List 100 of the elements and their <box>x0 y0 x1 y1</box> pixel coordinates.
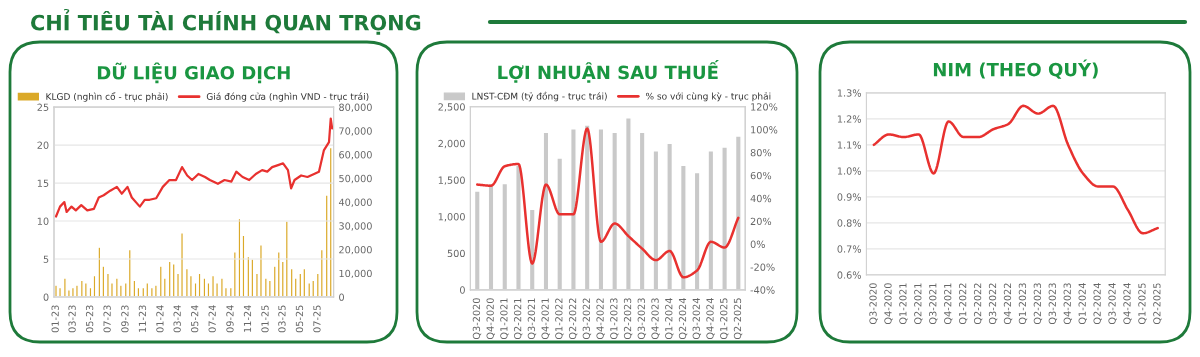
y2-tick-label: 80,000 <box>339 103 372 112</box>
y2-tick-label: 40,000 <box>338 198 372 207</box>
y-tick-label: 1.3% <box>837 89 861 97</box>
x-tick-label: Q4-2020 <box>884 283 893 325</box>
x-tick-label: Q2-2022 <box>973 283 983 325</box>
bar <box>250 258 255 298</box>
legend-label: % so với cùng kỳ - trục phải <box>645 92 771 102</box>
line-series <box>54 117 334 218</box>
y2-tick-label: 30,000 <box>339 222 372 231</box>
bar <box>79 279 84 298</box>
x-tick-label: Q4-2022 <box>1003 283 1013 325</box>
x-tick-label: Q2-2023 <box>1033 283 1043 325</box>
bar <box>202 277 207 298</box>
x-tick-label: Q4-2023 <box>651 298 660 340</box>
x-tick-label: 11-24 <box>243 305 252 332</box>
bar <box>197 272 202 298</box>
bar <box>180 232 185 298</box>
y-tick-label: 1.1% <box>837 141 861 149</box>
x-tick-label: Q1-2021 <box>500 298 509 340</box>
bar <box>114 277 119 298</box>
y-tick-label: 10 <box>37 217 49 225</box>
x-tick-label: 11-23 <box>138 305 147 332</box>
y-tick-label: 15 <box>37 179 49 187</box>
chart-title: LỢI NHUẬN SAU THUẾ <box>498 59 719 83</box>
x-tick-label: 07-23 <box>103 305 111 333</box>
x-tick-label: 05-25 <box>295 305 304 333</box>
x-tick-label: Q3-2024 <box>1108 283 1117 325</box>
bar <box>219 277 224 298</box>
y-tick-label: 0.7% <box>837 245 861 253</box>
x-tick-label: Q1-2023 <box>610 298 619 340</box>
bar <box>171 263 176 298</box>
y-tick-label: 0.8% <box>837 219 861 227</box>
legend-label: Giá đóng cửa (nghìn VND - trục trái) <box>206 92 369 102</box>
x-tick-label: Q4-2024 <box>1123 283 1132 325</box>
y-tick-label: 2,500 <box>438 103 465 112</box>
x-tick-label: 03-23 <box>68 305 76 333</box>
x-tick-label: 05-23 <box>85 305 94 333</box>
x-tick-label: Q1-2025 <box>1138 283 1147 325</box>
x-tick-label: Q2-2025 <box>1153 283 1162 325</box>
y2-tick-label: -40% <box>750 286 775 294</box>
bar <box>127 248 132 298</box>
text: CHỈ TIÊU TÀI CHÍNH QUAN TRỌNG <box>31 8 421 35</box>
y-tick-label: 2,000 <box>438 139 465 149</box>
x-tick-label: 01-23 <box>51 305 59 333</box>
x-tick-label: Q2-2024 <box>1093 283 1102 325</box>
x-tick-label: Q1-2023 <box>1018 283 1028 325</box>
y2-tick-label: 100% <box>751 126 778 134</box>
y2-tick-label: -20% <box>750 263 775 271</box>
bar <box>145 282 150 298</box>
x-tick-label: Q3-2021 <box>527 298 537 340</box>
x-tick-label: Q3-2023 <box>1048 283 1058 325</box>
x-tick-label: Q3-2022 <box>582 298 592 340</box>
x-tick-label: Q3-2020 <box>472 298 482 340</box>
x-tick-label: 05-24 <box>190 305 199 333</box>
bar <box>276 251 281 298</box>
x-tick-label: 01-25 <box>261 305 269 333</box>
x-tick-label: Q2-2021 <box>914 283 923 325</box>
y2-tick-label: 70,000 <box>339 127 372 136</box>
bar <box>70 286 75 298</box>
y2-tick-label: 50,000 <box>339 174 372 184</box>
y2-tick-label: 60% <box>750 171 772 180</box>
x-tick-label: Q1-2021 <box>899 283 908 325</box>
x-tick-label: 01-24 <box>156 305 164 333</box>
x-tick-label: Q2-2025 <box>733 298 743 340</box>
bar <box>62 277 67 298</box>
y-tick-label: 25 <box>37 103 49 111</box>
bar <box>167 260 172 298</box>
x-tick-label: Q3-2020 <box>869 283 878 325</box>
y2-tick-label: 10,000 <box>339 269 372 279</box>
x-tick-label: Q4-2023 <box>1063 283 1073 325</box>
y-tick-label: 1,500 <box>438 176 465 185</box>
x-tick-label: Q3-2024 <box>692 298 702 340</box>
x-tick-label: 03-24 <box>173 305 181 333</box>
bar <box>302 267 307 298</box>
y-tick-label: 500 <box>447 249 465 258</box>
y-tick-label: 0.6% <box>837 271 861 279</box>
x-tick-label: 09-24 <box>226 305 234 333</box>
bar <box>149 286 154 298</box>
bar <box>328 146 333 298</box>
legend-label: KLGD (nghìn cổ - trục phải) <box>46 92 168 102</box>
x-tick-label: Q1-2024 <box>665 298 674 340</box>
x-tick-label: Q3-2021 <box>929 283 938 325</box>
x-tick-label: Q1-2025 <box>720 298 729 340</box>
y2-tick-label: 0% <box>750 240 765 248</box>
y-tick-label: 0 <box>459 286 465 294</box>
y-tick-label: 1.0% <box>837 167 861 175</box>
y-tick-label: 5 <box>43 255 49 263</box>
x-tick-label: Q2-2023 <box>623 298 633 340</box>
x-tick-label: Q4-2022 <box>596 298 605 340</box>
y-tick-label: 0.9% <box>837 193 861 201</box>
y-tick-label: 0 <box>43 293 49 301</box>
y2-tick-label: 0 <box>339 293 344 301</box>
legend-label: LNST-CĐM (tỷ đồng - trục trái) <box>472 91 607 102</box>
y2-tick-label: 40% <box>750 194 772 203</box>
y-tick-label: 1.2% <box>837 115 861 123</box>
y2-tick-label: 120% <box>751 103 778 111</box>
x-tick-label: 03-25 <box>278 305 286 333</box>
x-tick-label: 07-24 <box>208 305 216 333</box>
y2-tick-label: 20,000 <box>339 246 372 255</box>
y-tick-label: 20 <box>37 141 49 149</box>
